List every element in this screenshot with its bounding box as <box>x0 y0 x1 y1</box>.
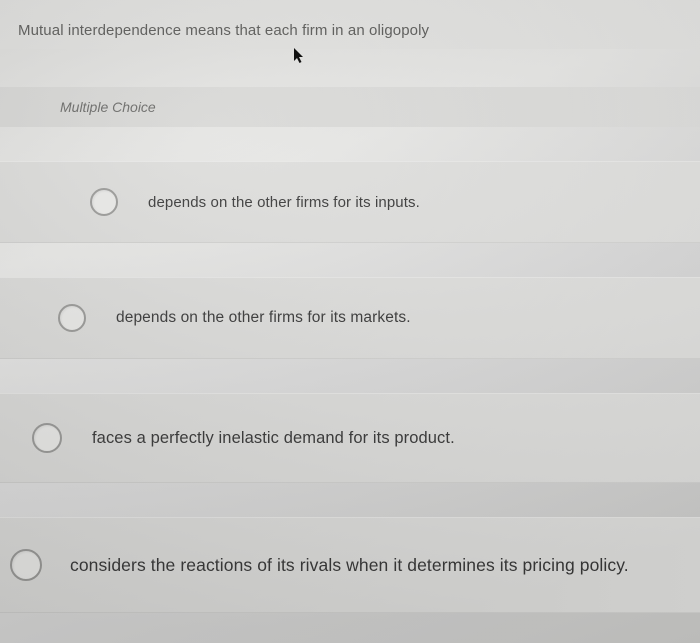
option-row[interactable]: depends on the other firms for its marke… <box>0 277 700 359</box>
question-stem: Mutual interdependence means that each f… <box>0 0 700 49</box>
section-label: Multiple Choice <box>0 87 700 127</box>
radio-icon[interactable] <box>58 304 86 332</box>
spacer <box>0 49 700 87</box>
radio-icon[interactable] <box>90 188 118 216</box>
options-list: depends on the other firms for its input… <box>0 161 700 613</box>
spacer <box>0 483 700 517</box>
option-text: depends on the other firms for its marke… <box>116 309 411 327</box>
option-row[interactable]: faces a perfectly inelastic demand for i… <box>0 393 700 483</box>
section-label-text: Multiple Choice <box>60 99 156 115</box>
spacer <box>0 127 700 161</box>
question-stem-text: Mutual interdependence means that each f… <box>18 22 429 39</box>
radio-icon[interactable] <box>32 423 62 453</box>
radio-icon[interactable] <box>10 549 42 581</box>
option-text: depends on the other firms for its input… <box>148 194 420 211</box>
spacer <box>0 359 700 393</box>
option-row[interactable]: depends on the other firms for its input… <box>0 161 700 243</box>
option-text: faces a perfectly inelastic demand for i… <box>92 429 455 448</box>
option-row[interactable]: considers the reactions of its rivals wh… <box>0 517 700 613</box>
option-text: considers the reactions of its rivals wh… <box>70 555 629 576</box>
spacer <box>0 243 700 277</box>
